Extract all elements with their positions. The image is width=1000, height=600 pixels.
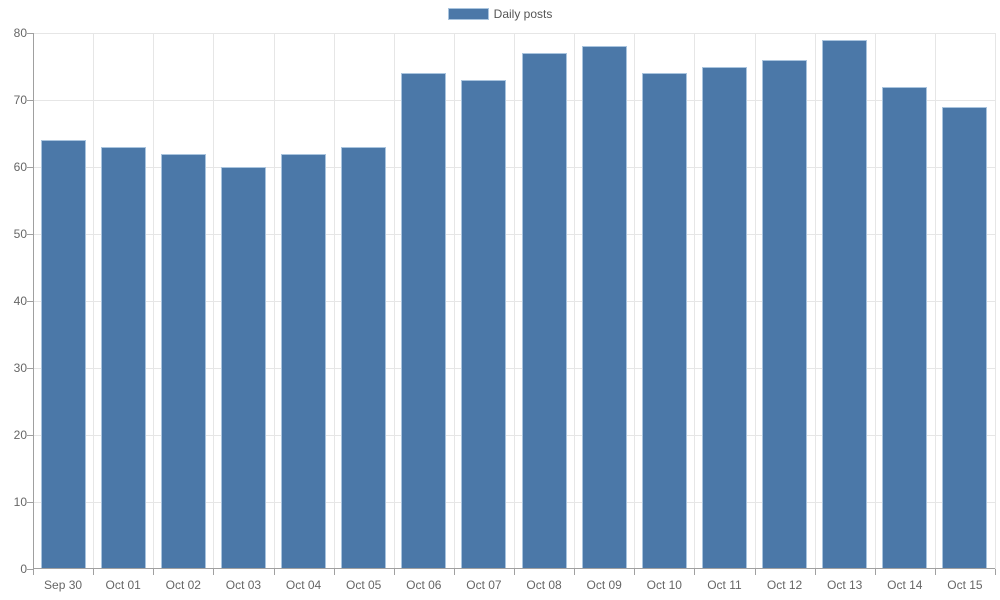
y-tick-label-10: 10 [13,495,27,509]
y-tick-60 [27,167,33,168]
y-tick-50 [27,234,33,235]
legend-item-daily-posts[interactable]: Daily posts [447,7,553,21]
v-gridline-7 [453,33,455,569]
y-tick-80 [27,33,33,34]
bar-oct-06 [401,73,447,569]
y-tick-70 [27,100,33,101]
x-tick-label-oct-03: Oct 03 [225,578,262,592]
x-tick-label-oct-07: Oct 07 [466,578,502,592]
x-tick-label-oct-08: Oct 08 [526,578,562,592]
x-tick-label-oct-05: Oct 05 [346,578,382,592]
x-tick-label-oct-02: Oct 02 [165,578,201,592]
y-tick-10 [27,502,33,503]
bar-sep-30 [40,140,86,569]
bar-oct-07 [461,79,507,569]
y-tick-label-70: 70 [13,93,27,107]
x-tick-2 [153,569,155,575]
bar-oct-10 [641,73,687,569]
x-tick-12 [754,569,756,575]
x-tick-label-oct-15: Oct 15 [947,578,983,592]
x-tick-label-oct-01: Oct 01 [105,578,141,592]
x-tick-label-oct-14: Oct 14 [887,578,923,592]
y-tick-30 [27,368,33,369]
x-tick-1 [93,569,95,575]
x-tick-label-oct-12: Oct 12 [766,578,803,592]
v-gridline-5 [333,33,335,569]
y-tick-40 [27,301,33,302]
x-tick-label-oct-10: Oct 10 [646,578,682,592]
v-gridline-15 [934,33,936,569]
bar-oct-12 [762,59,808,569]
v-gridline-6 [393,33,395,569]
legend-swatch [447,8,489,20]
x-tick-13 [814,569,816,575]
legend-label: Daily posts [493,7,553,21]
y-tick-label-50: 50 [13,227,27,241]
x-tick-label-oct-04: Oct 04 [285,578,322,592]
x-tick-6 [393,569,395,575]
x-tick-7 [453,569,455,575]
bar-oct-11 [701,66,747,569]
x-tick-15 [934,569,936,575]
v-gridline-11 [694,33,696,569]
y-tick-label-30: 30 [13,361,27,375]
bar-oct-09 [581,46,627,569]
x-tick-3 [213,569,215,575]
v-gridline-12 [754,33,756,569]
y-tick-label-0: 0 [20,562,27,576]
x-tick-8 [514,569,515,575]
x-tick-10 [634,569,636,575]
v-gridline-4 [273,33,275,569]
bar-oct-15 [942,106,988,569]
x-axis-line [33,568,995,569]
bar-oct-04 [281,153,327,569]
x-tick-label-sep-30: Sep 30 [44,578,83,592]
x-tick-9 [574,569,576,575]
bar-oct-05 [341,146,387,569]
x-tick-label-oct-11: Oct 11 [707,578,742,592]
y-tick-label-80: 80 [13,26,27,40]
v-gridline-10 [634,33,636,569]
x-tick-16 [995,569,996,575]
v-gridline-14 [874,33,876,569]
x-tick-14 [874,569,876,575]
bar-oct-14 [882,86,928,569]
v-gridline-8 [514,33,515,569]
bar-oct-13 [822,39,868,569]
v-gridline-13 [814,33,816,569]
y-axis-line [33,33,34,569]
x-tick-label-oct-09: Oct 09 [586,578,622,592]
v-gridline-9 [574,33,576,569]
y-tick-20 [27,435,33,436]
v-gridline-3 [213,33,215,569]
x-tick-5 [333,569,335,575]
y-tick-label-40: 40 [13,294,27,308]
plot-area: 0 10 20 30 40 50 60 70 80 Sep 30 Oct 01 Oct 02 Oct 0… [14,26,996,592]
bar-oct-08 [521,53,567,569]
chart-legend: Daily posts [0,0,1000,28]
bar-oct-01 [100,146,146,569]
v-gridline-1 [93,33,95,569]
x-tick-0 [33,569,34,575]
y-tick-label-60: 60 [13,160,27,174]
x-tick-4 [273,569,275,575]
bar-oct-02 [160,153,206,569]
x-tick-11 [694,569,696,575]
y-tick-0 [27,569,33,570]
v-gridline-16 [995,33,996,569]
v-gridline-2 [153,33,155,569]
x-tick-label-oct-06: Oct 06 [406,578,442,592]
x-tick-label-oct-13: Oct 13 [827,578,863,592]
y-tick-label-20: 20 [13,428,27,442]
bar-oct-03 [220,167,266,569]
